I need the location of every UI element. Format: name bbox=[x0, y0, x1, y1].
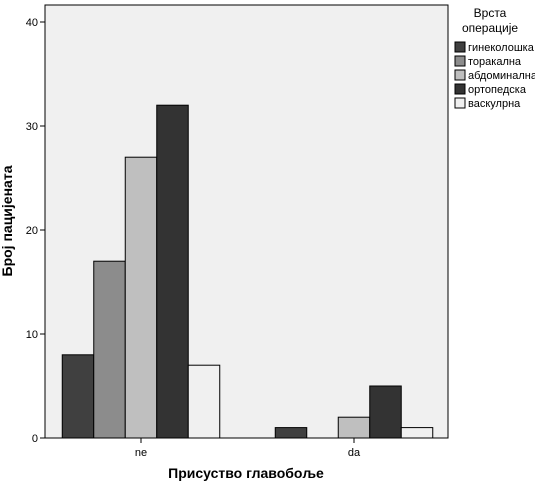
bar bbox=[93, 260, 126, 439]
bar bbox=[274, 427, 308, 439]
legend-swatch bbox=[454, 69, 466, 81]
legend-label: ортопедска bbox=[468, 84, 527, 96]
legend-label: торакална bbox=[468, 56, 522, 68]
bar bbox=[156, 104, 189, 439]
y-tick-label: 40 bbox=[26, 17, 38, 29]
y-tick-label: 10 bbox=[26, 329, 38, 341]
x-axis: ne da bbox=[135, 438, 361, 459]
legend-label: абдоминална bbox=[468, 70, 535, 82]
y-axis-title: Број пацијената bbox=[0, 165, 15, 276]
bars-group bbox=[61, 104, 434, 439]
x-tick-label: da bbox=[348, 447, 361, 459]
y-tick-label: 20 bbox=[26, 225, 38, 237]
x-axis-title: Присуство главобоље bbox=[168, 465, 324, 481]
x-tick-label: ne bbox=[135, 447, 147, 459]
legend: Врста операције гинеколошка торакална абдо… bbox=[454, 6, 535, 110]
bar bbox=[337, 416, 371, 439]
bar bbox=[400, 427, 434, 439]
y-axis: 0 10 20 30 40 bbox=[26, 17, 45, 445]
legend-swatch bbox=[454, 97, 466, 109]
legend-label: васкулрна bbox=[468, 98, 521, 110]
legend-swatch bbox=[454, 83, 466, 95]
legend-title-line2: операције bbox=[462, 21, 518, 35]
bar bbox=[124, 156, 158, 439]
bar bbox=[369, 385, 402, 439]
y-tick-label: 0 bbox=[32, 433, 38, 445]
legend-title-line1: Врста bbox=[474, 6, 507, 20]
legend-label: гинеколошка bbox=[468, 42, 535, 54]
bar bbox=[61, 354, 95, 439]
bar bbox=[187, 364, 221, 439]
legend-swatch bbox=[454, 41, 466, 53]
legend-swatch bbox=[454, 55, 466, 67]
y-tick-label: 30 bbox=[26, 121, 38, 133]
